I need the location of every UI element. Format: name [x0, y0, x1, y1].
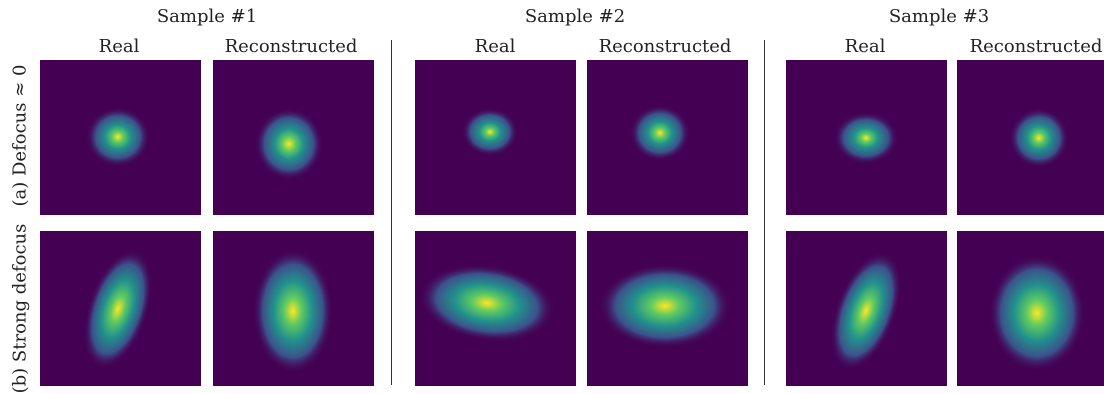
row-b-label: (b) Strong defocus	[9, 223, 31, 394]
panel-s2-real-a	[415, 60, 576, 215]
sample-2-title: Sample #2	[524, 6, 626, 27]
panel-s1-real-a	[40, 60, 201, 215]
s3-recon-label: Reconstructed	[969, 36, 1103, 57]
panel-s1-real-b	[40, 231, 201, 386]
panel-s1-recon-a	[213, 60, 374, 215]
separator-1	[391, 40, 392, 385]
s3-real-label: Real	[844, 36, 886, 57]
panel-s2-recon-a	[587, 60, 748, 215]
panel-s3-recon-b	[957, 231, 1104, 386]
sample-3-title: Sample #3	[888, 6, 990, 27]
row-a-label: (a) Defocus ≈ 0	[9, 64, 31, 207]
s2-real-label: Real	[474, 36, 516, 57]
sample-1-title: Sample #1	[156, 6, 258, 27]
panel-s3-real-a	[786, 60, 947, 215]
panel-s3-real-b	[786, 231, 947, 386]
panel-s2-recon-b	[587, 231, 748, 386]
panel-s1-recon-b	[213, 231, 374, 386]
s2-recon-label: Reconstructed	[598, 36, 732, 57]
panel-s2-real-b	[415, 231, 576, 386]
s1-recon-label: Reconstructed	[224, 36, 358, 57]
panel-s3-recon-a	[957, 60, 1104, 215]
separator-2	[764, 40, 765, 385]
s1-real-label: Real	[98, 36, 140, 57]
